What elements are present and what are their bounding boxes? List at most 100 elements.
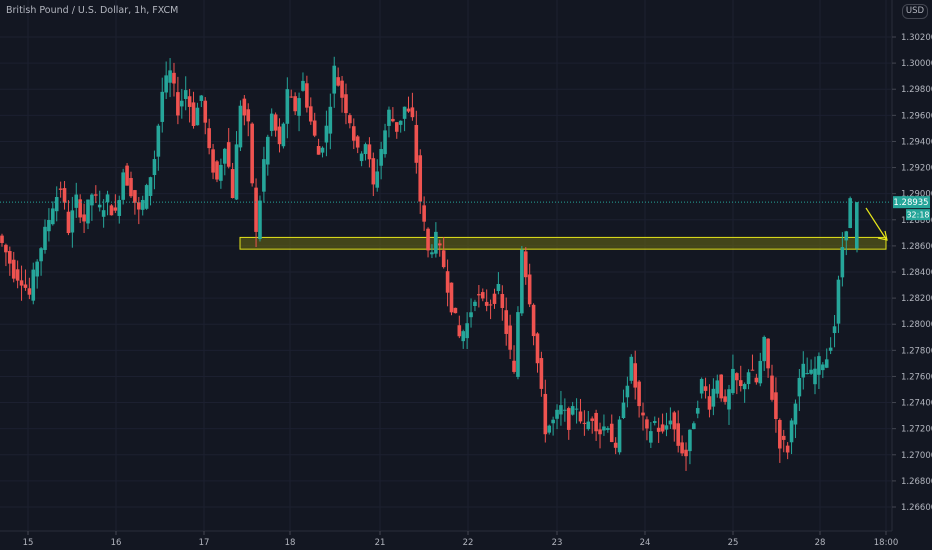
candle-body [332,65,337,94]
candle-body [649,431,653,443]
candle-body [641,412,645,416]
candle-body [633,363,638,388]
annotations: 1.28935 32:18 [0,196,930,241]
candle-body [305,83,309,108]
candle-body [148,177,153,196]
price-axis: 1.30200 1.30000 1.29800 1.29600 1.29400 1.292… [891,0,932,531]
candle-body [594,412,598,432]
candle-body [140,199,145,210]
arrow-shaft [865,207,887,240]
price-tick-label: 1.30000 [901,59,932,69]
candle-body [277,126,282,145]
candle-body [222,148,227,164]
candle-body [176,92,180,116]
candle-body [457,325,462,337]
candle-body [383,130,387,155]
grid [0,0,891,530]
candle-body [492,293,497,304]
candle-body [410,107,415,118]
candle-body [187,96,192,107]
candle-body [402,106,407,119]
candle-body [602,426,606,431]
candle-body [363,144,368,155]
candle-body [308,106,313,122]
candle-body [230,169,235,199]
candle-body [62,188,67,203]
countdown-tag [906,209,930,221]
candle-body [414,124,419,163]
candle-body [254,187,258,232]
candle-body [754,377,759,383]
candle-body [406,108,411,112]
candle-body [629,356,634,381]
candle-body [715,380,720,394]
candle-body [258,200,262,239]
candle-body [672,412,677,430]
candle-body [215,161,219,180]
candle-body [160,91,165,122]
candle-body [668,420,673,425]
candle-body [117,200,122,216]
zone-rect [239,236,887,250]
price-tick-label: 1.29400 [901,137,932,147]
candle-body [531,304,536,337]
candle-body [664,425,669,430]
price-tick-label: 1.27800 [901,346,932,356]
candle-body [801,363,806,378]
candle-body [437,243,442,246]
price-tick-label: 1.27200 [901,425,932,435]
candle-body [94,194,98,196]
time-tick-label: 18 [285,538,296,548]
candle-body [344,94,348,114]
candle-body [652,421,657,423]
candle-body [742,384,747,390]
candle-body [179,100,184,107]
candle-body [778,419,782,449]
candle-body [828,347,833,351]
candle-body [430,252,434,255]
candle-body [387,109,391,126]
candle-body [394,122,399,132]
candle-body [340,80,344,98]
candle-body [328,106,333,134]
candle-body [15,269,20,281]
candle-body [0,235,4,243]
price-tick-label: 1.27600 [901,372,932,382]
candle-body [453,307,458,314]
candle-body [355,136,360,148]
candle-body [336,77,340,86]
price-tick-label: 1.28600 [901,242,932,252]
price-tick-label: 1.26600 [901,503,932,513]
candle-body [527,274,532,305]
currency-badge[interactable]: USD [902,4,928,19]
candlestick-series[interactable] [0,56,859,471]
candle-body [699,378,704,394]
candle-body [719,374,723,399]
candle-body [504,310,509,334]
time-tick-label: 16 [111,538,122,548]
candle-body [301,80,305,91]
time-tick-label: 18:00 [874,538,899,548]
candle-body [813,368,817,385]
candle-body [320,147,325,153]
candle-body [312,120,317,136]
time-tick-label: 21 [375,538,386,548]
time-tick-label: 28 [815,538,826,548]
candle-body [422,205,426,222]
candle-body [27,288,32,295]
candle-body [238,105,243,148]
time-tick-label: 15 [23,538,34,548]
candle-body [469,312,473,318]
candle-body [688,429,692,452]
candle-body [262,159,266,192]
candle-body [152,159,157,176]
support-resistance-zone[interactable] [239,236,887,250]
candle-body [480,292,485,299]
candle-body [23,284,28,288]
candle-body [645,419,649,429]
candle-body [371,158,376,185]
candle-body [191,102,196,126]
candle-body [625,385,630,398]
candle-body [289,96,294,98]
